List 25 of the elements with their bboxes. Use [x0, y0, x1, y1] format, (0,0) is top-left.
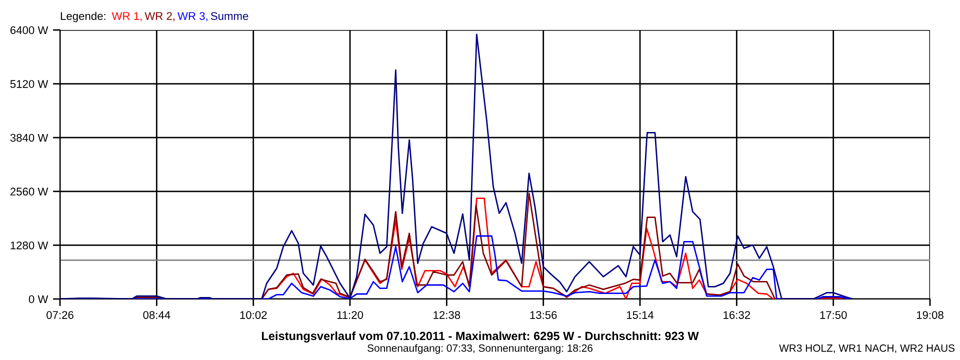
- y-tick-label: 6400 W: [10, 26, 48, 34]
- text: Summe: [210, 12, 248, 20]
- x-tick-label: 17:50: [820, 311, 847, 319]
- line-series: [60, 34, 854, 299]
- x-tick-label: 16:32: [724, 311, 750, 319]
- legend-title: Legende:: [60, 12, 106, 22]
- text: WR 3,: [178, 12, 208, 22]
- y-tick-label: 5120 W: [10, 80, 48, 88]
- x-tick-label: 13:56: [530, 311, 557, 319]
- y-tick-label: 0 W: [28, 295, 48, 304]
- text: WR 2,: [144, 12, 174, 22]
- x-tick-label: 10:02: [240, 311, 267, 319]
- x-tick-label: 07:26: [46, 311, 74, 319]
- x-tick-label: 15:14: [626, 311, 654, 319]
- text: Leistungsverlauf vom 07.10.2011 - Maximalwert: 6295 W - Durchschnitt: 923 W: [262, 331, 699, 343]
- x-tick-label: 08:44: [143, 311, 170, 319]
- y-tick-label: 1280 W: [10, 241, 48, 250]
- x-tick-label: 19:08: [916, 311, 944, 319]
- y-tick-label: 3840 W: [10, 134, 48, 142]
- x-tick-label: 12:38: [434, 311, 460, 319]
- y-tick-label: 2560 W: [10, 188, 48, 196]
- x-tick-label: 11:20: [337, 311, 364, 319]
- text: Sonnenaufgang: 07:33, Sonnenuntergang: 18:26: [368, 344, 592, 354]
- text: WR3 HOLZ, WR1 NACH, WR2 HAUS: [779, 344, 955, 354]
- text: WR 1,: [112, 12, 142, 22]
